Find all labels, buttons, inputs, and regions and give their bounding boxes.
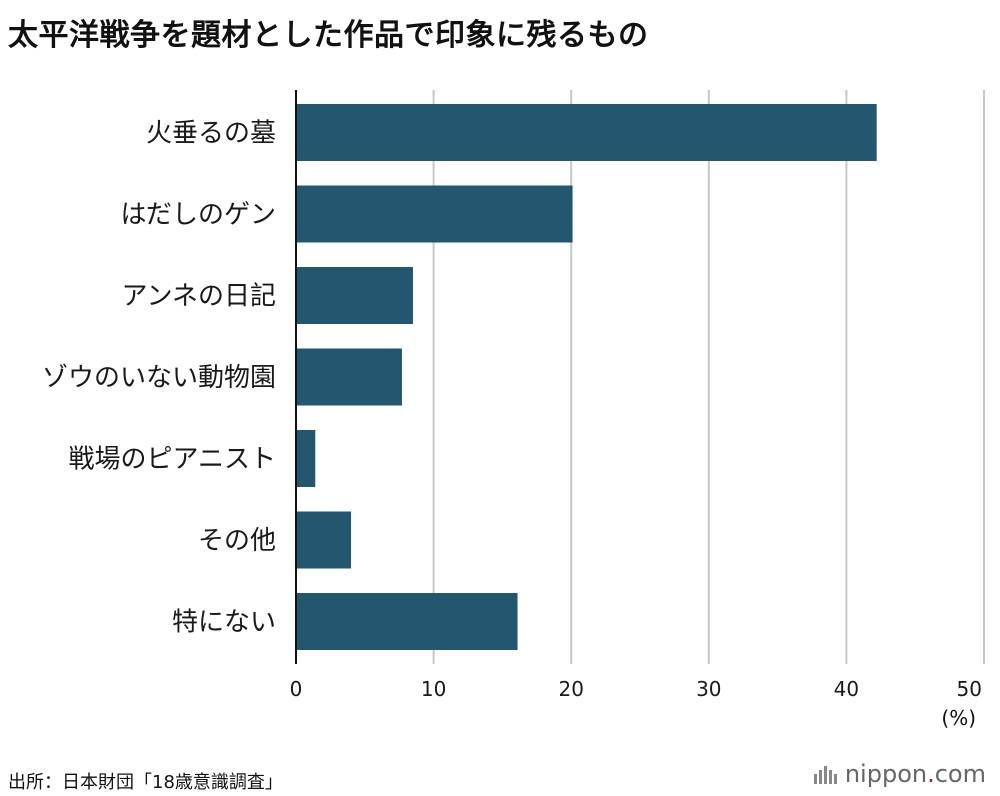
bar — [296, 185, 573, 243]
x-tick-label: 20 — [558, 677, 583, 701]
chart-title: 太平洋戦争を題材とした作品で印象に残るもの — [8, 18, 649, 53]
category-label: アンネの日記 — [122, 282, 276, 312]
unit-label: (%) — [941, 706, 976, 730]
logo-suffix: com — [934, 760, 986, 788]
bar — [296, 104, 877, 161]
x-tick-label: 30 — [696, 677, 721, 701]
bars — [296, 104, 877, 650]
source-note: 出所：日本財団「18歳意識調査」 — [8, 772, 283, 793]
gridlines — [432, 90, 985, 664]
bar — [296, 430, 316, 487]
logo-name: nippon — [844, 760, 928, 788]
category-label: 特にない — [172, 608, 276, 638]
logo-dot: . — [927, 760, 935, 788]
nippon-logo: nippon.com — [813, 760, 986, 790]
x-tick-label: 0 — [290, 677, 303, 701]
bar — [296, 511, 352, 569]
category-label: その他 — [198, 526, 276, 556]
x-tick-label: 40 — [834, 677, 859, 701]
logo-bars-icon — [813, 762, 839, 790]
x-tick-label: 50 — [957, 677, 982, 701]
category-label: ゾウのいない動物園 — [42, 363, 276, 393]
category-label: 火垂るの墓 — [146, 119, 276, 149]
bar — [296, 348, 402, 406]
category-label: 戦場のピアニスト — [69, 445, 276, 475]
category-label: はだしのゲン — [121, 200, 276, 230]
bar — [296, 593, 518, 650]
category-labels: 火垂るの墓はだしのゲンアンネの日記ゾウのいない動物園戦場のピアニストその他特にな… — [42, 119, 276, 638]
tick-labels: 0 10 20 30 40 50 — [290, 677, 982, 701]
x-tick-label: 10 — [421, 677, 446, 701]
bar — [296, 267, 413, 324]
